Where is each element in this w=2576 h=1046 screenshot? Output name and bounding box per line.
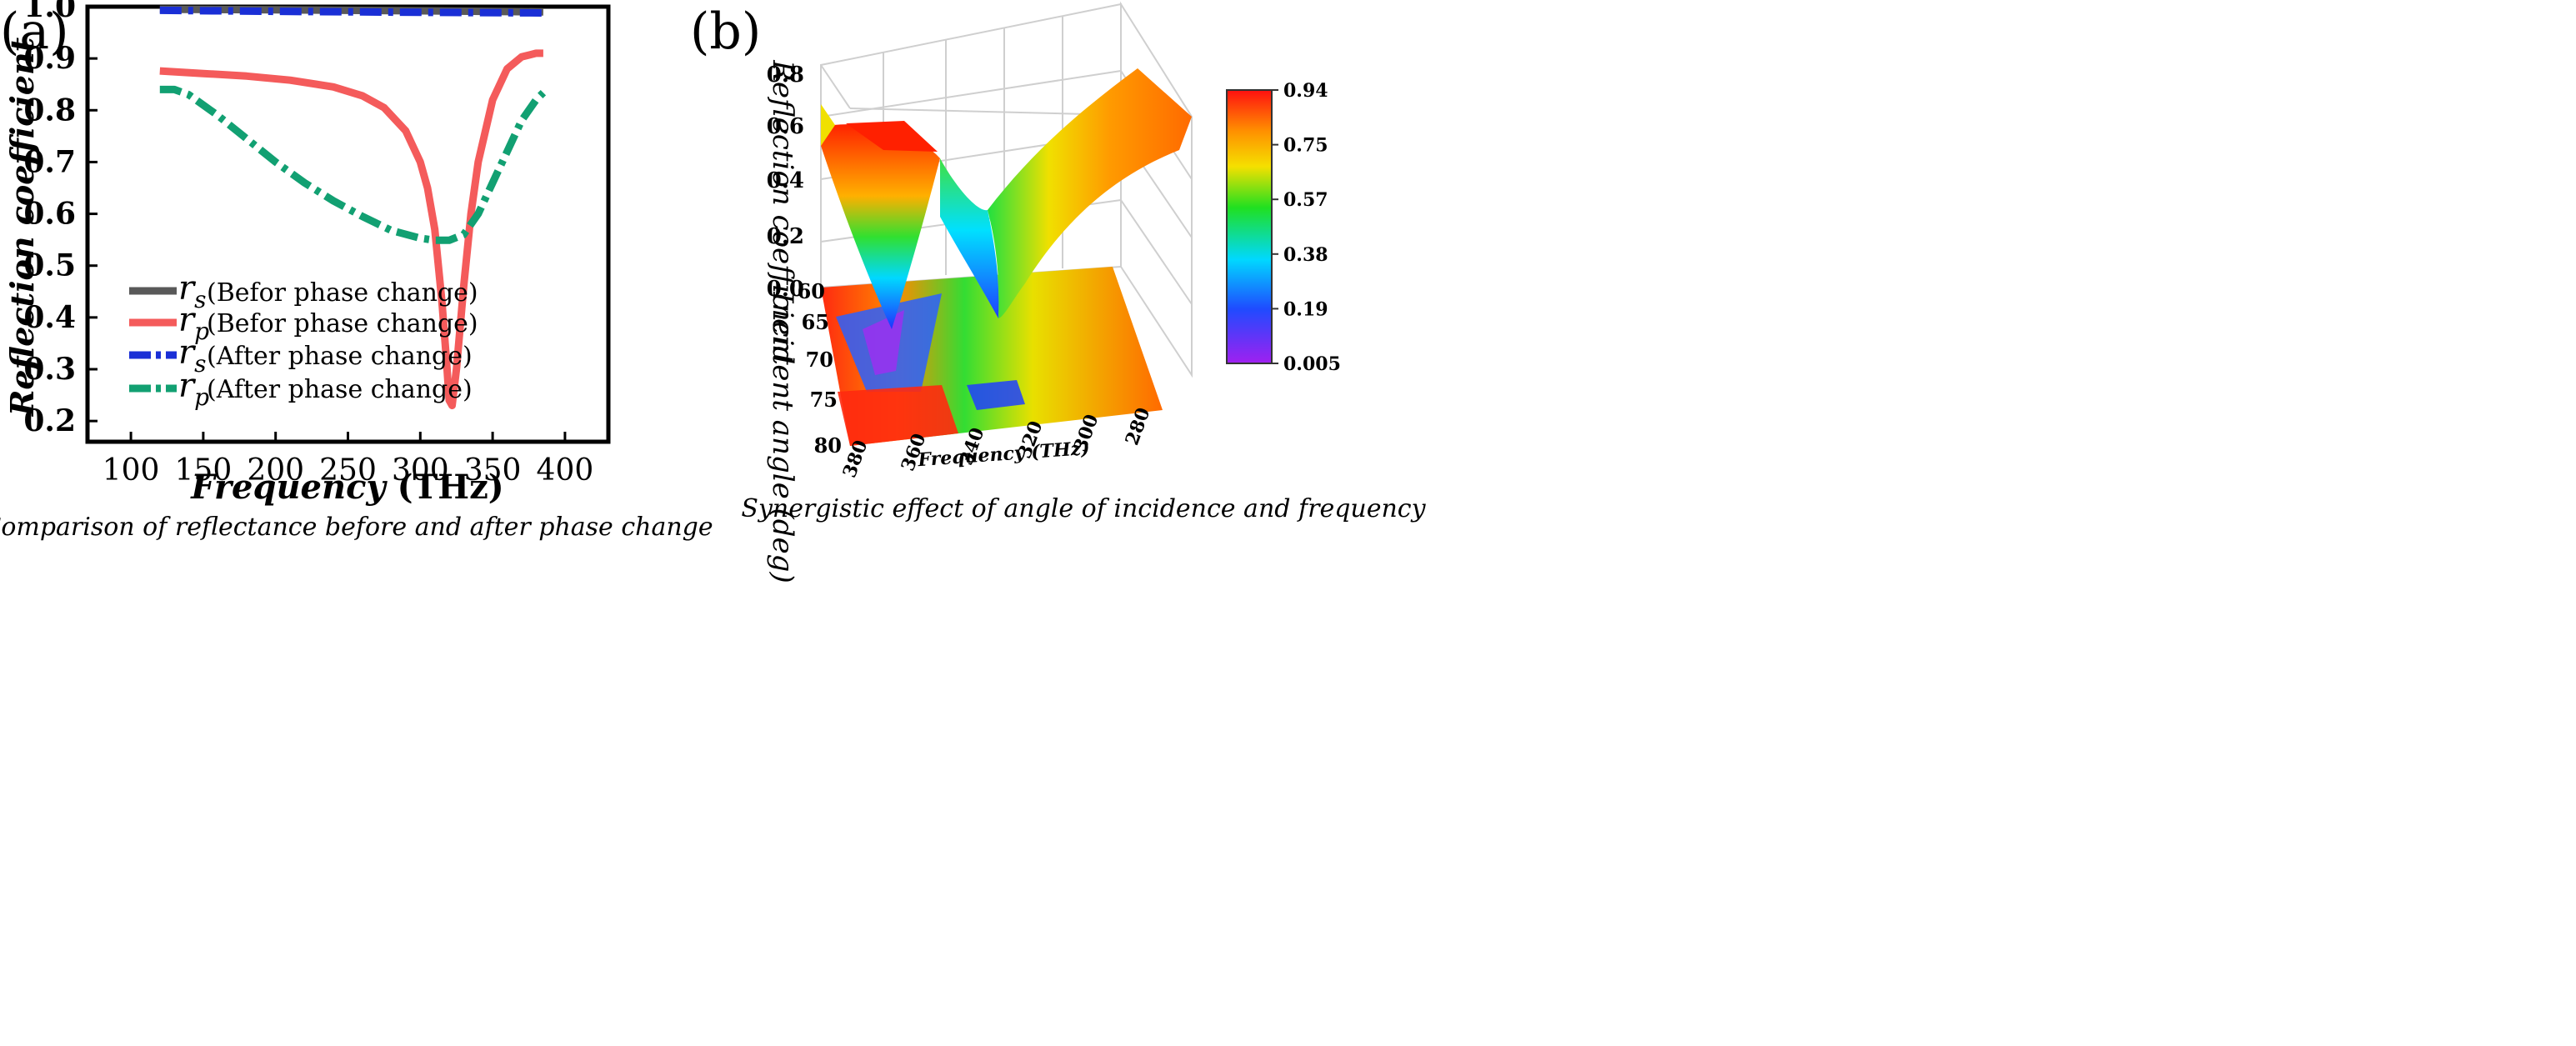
z-tick-label: 0.2 <box>767 224 804 249</box>
y-tick-label: 0.9 <box>23 41 76 76</box>
y-axis: 0.2 0.3 0.4 0.5 0.6 0.7 0.8 0.9 1.0 <box>23 0 98 438</box>
colorbar-tick-label: 0.57 <box>1283 189 1328 211</box>
y-axis-title-b: Incident angle (deg) <box>766 291 799 583</box>
svg-text:rp: rp <box>178 367 209 411</box>
z-axis-title: Reflection coefficient <box>766 59 799 365</box>
freq-tick-label: 380 <box>838 438 872 481</box>
colorbar-tick-label: 0.19 <box>1283 298 1328 320</box>
y-tick-label: 0.7 <box>23 144 76 179</box>
legend-entry-rs-before: rs (Befor phase change) <box>129 269 478 313</box>
svg-text:rp: rp <box>178 301 209 345</box>
colorbar-tick-label: 0.38 <box>1283 244 1328 266</box>
x-axis: 100 150 200 250 300 350 400 <box>103 432 594 488</box>
colorbar: 0.94 0.75 0.57 0.38 0.19 0.005 <box>1226 80 1341 375</box>
z-tick-label: 0.0 <box>767 277 804 302</box>
z-axis: 0.0 0.2 0.4 0.6 0.8 <box>767 63 804 302</box>
panel-a: (a) 0.2 0.3 0.4 0.5 0.6 0.7 0.8 0.9 1.0 100 150 20… <box>0 0 713 542</box>
caption-b: Synergistic effect of angle of incidence… <box>741 494 1426 523</box>
legend-entry-rs-after: rs (After phase change) <box>129 333 473 378</box>
y-tick-label: 0.5 <box>23 248 76 283</box>
x-tick-label: 350 <box>464 453 522 488</box>
x-tick-label: 250 <box>319 453 377 488</box>
legend: rs (Befor phase change) rp (Befor phase … <box>129 269 478 411</box>
floor-heatmap <box>821 267 1163 446</box>
colorbar-tick-label: 0.005 <box>1283 353 1341 375</box>
panel-b-label: (b) <box>690 3 761 61</box>
angle-tick-label: 70 <box>806 348 833 372</box>
y-tick-label: 1.0 <box>23 0 76 24</box>
angle-tick-label: 75 <box>810 388 838 412</box>
y-tick-label: 0.4 <box>23 300 76 335</box>
series-line-3 <box>159 85 547 244</box>
legend-label-rs-after: (After phase change) <box>207 342 473 371</box>
series-line-1 <box>159 49 543 409</box>
y-axis-title: Reflection coefficient <box>3 37 41 417</box>
angle-tick-label: 65 <box>802 310 829 334</box>
legend-label-rp-after: (After phase change) <box>207 375 473 404</box>
y-tick-label: 0.3 <box>23 352 76 387</box>
colorbar-tick-label: 0.94 <box>1283 80 1328 102</box>
panel-a-label: (a) <box>0 3 69 61</box>
colorbar-ticks: 0.94 0.75 0.57 0.38 0.19 0.005 <box>1272 80 1341 375</box>
colorbar-tick-label: 0.75 <box>1283 135 1328 157</box>
angle-tick-label: 80 <box>814 433 842 458</box>
legend-entry-rp-before: rp (Befor phase change) <box>129 301 478 345</box>
y-tick-label: 0.6 <box>23 197 76 232</box>
legend-label-rp-before: (Befor phase change) <box>207 309 478 338</box>
surface <box>821 68 1192 329</box>
x-tick-label: 100 <box>103 453 160 488</box>
x-tick-label: 300 <box>392 453 449 488</box>
z-tick-label: 0.6 <box>767 114 804 139</box>
x-tick-label: 200 <box>247 453 304 488</box>
z-tick-label: 0.4 <box>767 168 804 193</box>
colorbar-scale <box>1226 89 1273 364</box>
x-axis-title: Frequency (THz) <box>190 468 503 507</box>
series-line-2 <box>159 6 543 17</box>
angle-axis: 60 65 70 75 80 <box>798 279 842 458</box>
z-tick-label: 0.8 <box>767 63 804 88</box>
y-tick-label: 0.2 <box>23 403 76 438</box>
x-tick-label: 400 <box>537 453 594 488</box>
x-axis-title-b: Frequency (THz) <box>917 438 1091 471</box>
caption-a: Comparison of reflectance before and aft… <box>0 513 713 542</box>
angle-tick-label: 60 <box>798 279 825 303</box>
panel-b: (b) <box>690 1 1427 583</box>
series-lines <box>159 5 547 409</box>
y-tick-label: 0.8 <box>23 93 76 128</box>
svg-text:rs: rs <box>178 269 207 313</box>
x-tick-label: 150 <box>175 453 233 488</box>
legend-entry-rp-after: rp (After phase change) <box>129 367 473 411</box>
svg-text:rs: rs <box>178 333 207 378</box>
legend-label-rs-before: (Befor phase change) <box>207 278 478 308</box>
